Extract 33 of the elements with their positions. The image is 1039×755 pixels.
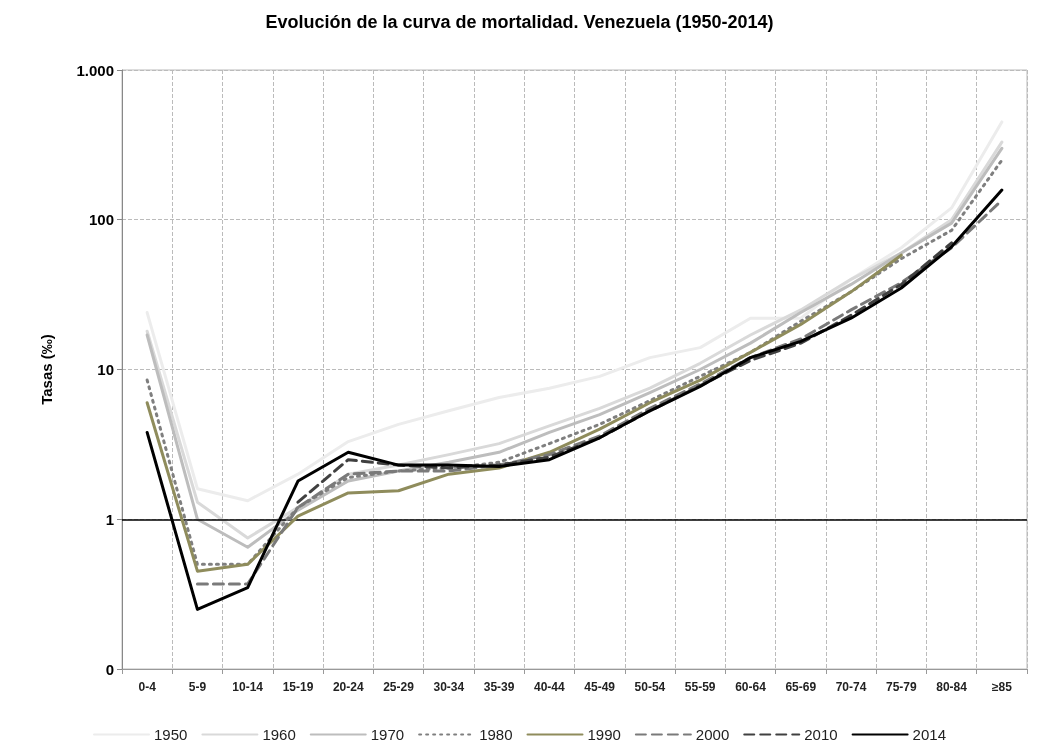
legend-label: 1990 bbox=[587, 726, 621, 743]
x-tick-label: 75-79 bbox=[885, 680, 917, 694]
x-tick-label: ≥85 bbox=[991, 680, 1013, 694]
x-tick-label: 70-74 bbox=[835, 680, 867, 694]
x-tick-label: 20-24 bbox=[332, 680, 364, 694]
x-tick-label: 0-4 bbox=[138, 680, 157, 694]
legend-label: 2010 bbox=[804, 726, 838, 743]
legend-label: 1950 bbox=[154, 726, 188, 743]
legend-label: 2000 bbox=[695, 726, 730, 743]
x-tick-label: 30-34 bbox=[433, 680, 465, 694]
chart-title: Evolución de la curva de mortalidad. Venezuela (1950-2014) bbox=[265, 12, 774, 32]
legend-label: 2014 bbox=[912, 726, 946, 743]
x-tick-label: 15-19 bbox=[282, 680, 314, 694]
legend-label: 1970 bbox=[370, 726, 405, 743]
legend-label: 1980 bbox=[479, 726, 513, 743]
x-tick-label: 45-49 bbox=[584, 680, 616, 694]
y-tick-label: 1 bbox=[105, 510, 114, 528]
x-tick-label: 80-84 bbox=[936, 680, 968, 694]
x-tick-label: 55-59 bbox=[684, 680, 716, 694]
y-tick-label: 100 bbox=[88, 211, 114, 229]
x-tick-label: 50-54 bbox=[634, 680, 666, 694]
x-tick-label: 5-9 bbox=[188, 680, 207, 694]
x-tick-label: 25-29 bbox=[383, 680, 415, 694]
x-tick-label: 65-69 bbox=[785, 680, 817, 694]
y-tick-label: 1.000 bbox=[76, 61, 114, 79]
x-tick-label: 60-64 bbox=[735, 680, 767, 694]
x-tick-label: 35-39 bbox=[483, 680, 515, 694]
y-tick-label: 10 bbox=[97, 361, 114, 378]
x-tick-label: 40-44 bbox=[534, 680, 566, 694]
y-tick-label: 0 bbox=[105, 660, 114, 678]
legend-label: 1960 bbox=[262, 726, 296, 743]
y-axis-title: Tasas (‰) bbox=[38, 334, 55, 405]
x-tick-label: 10-14 bbox=[232, 680, 264, 694]
